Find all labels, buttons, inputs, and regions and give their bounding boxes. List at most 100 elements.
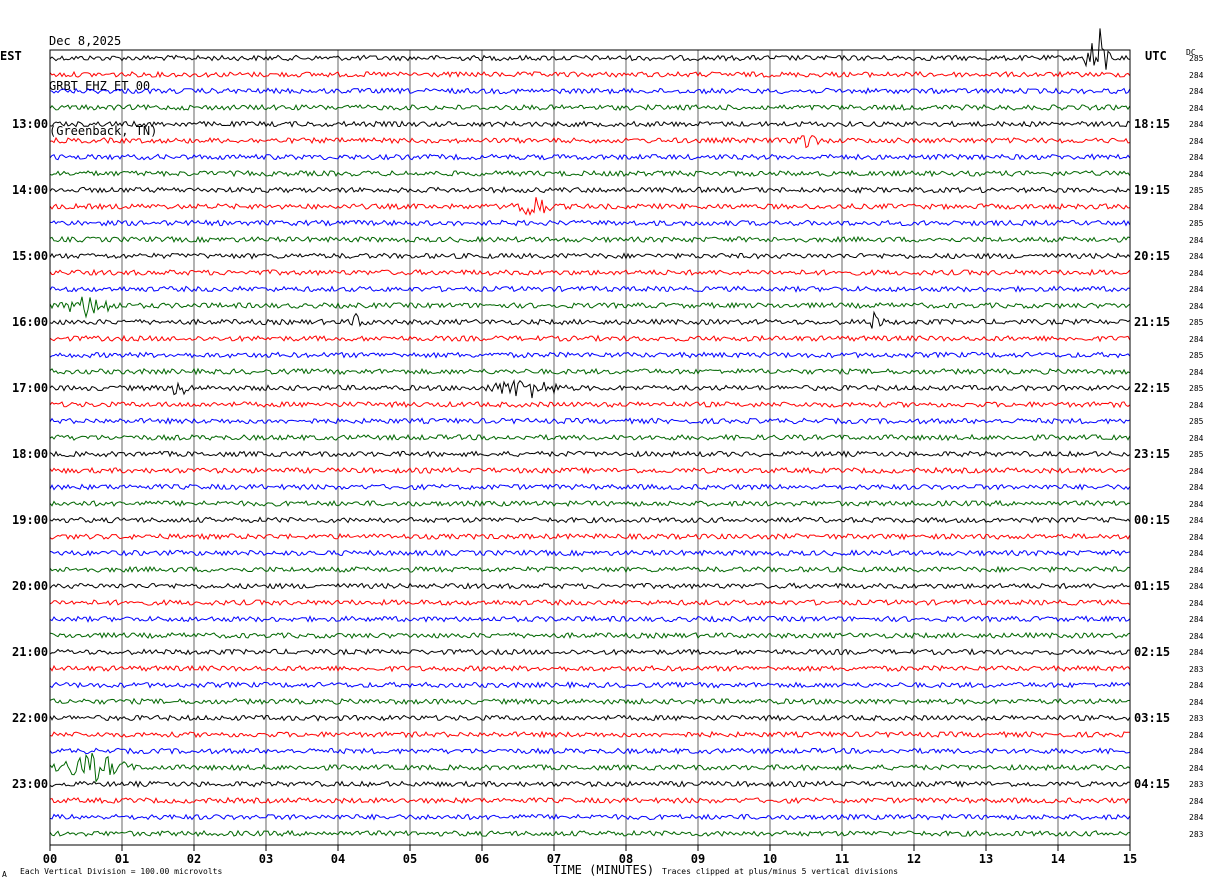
x-tick-label: 07 xyxy=(546,852,562,866)
trace-line xyxy=(49,235,1131,244)
right-hour-label: 22:15 xyxy=(1134,381,1171,395)
dc-value: 285 xyxy=(1189,219,1204,228)
trace-line xyxy=(49,697,1131,706)
left-hour-label: 21:00 xyxy=(12,645,49,659)
dc-value: 284 xyxy=(1189,565,1204,575)
x-tick-label: 13 xyxy=(978,852,994,866)
dc-value: 284 xyxy=(1189,532,1204,542)
trace-line xyxy=(49,499,1131,508)
dc-value: 284 xyxy=(1189,582,1204,591)
dc-value: 284 xyxy=(1189,367,1204,377)
x-tick-label: 05 xyxy=(402,852,418,866)
dc-value: 285 xyxy=(1189,450,1204,459)
dc-value: 284 xyxy=(1189,516,1204,525)
dc-value: 284 xyxy=(1189,235,1204,245)
left-hour-label: 18:00 xyxy=(12,447,49,461)
trace-line xyxy=(49,103,1131,112)
dc-value: 284 xyxy=(1189,153,1204,162)
trace-line xyxy=(49,664,1131,673)
trace-line xyxy=(49,631,1131,640)
trace-line xyxy=(49,186,1131,194)
x-tick-label: 03 xyxy=(258,852,274,866)
trace-line xyxy=(49,433,1131,442)
x-tick-label: 12 xyxy=(906,852,922,866)
dc-value: 284 xyxy=(1189,285,1204,294)
trace-line xyxy=(49,169,1131,178)
x-tick-label: 08 xyxy=(618,852,634,866)
trace-line xyxy=(49,466,1131,475)
right-hour-label: 23:15 xyxy=(1134,447,1171,461)
left-hour-label: 22:00 xyxy=(12,711,49,725)
trace-line xyxy=(49,197,1131,217)
header-location: (Greenback, TN) xyxy=(49,124,158,138)
x-tick-label: 11 xyxy=(834,852,850,866)
right-timezone-label: UTC xyxy=(1145,49,1167,63)
trace-line xyxy=(49,714,1131,722)
x-tick-label: 04 xyxy=(330,852,346,866)
right-hour-label: 21:15 xyxy=(1134,315,1171,329)
trace-line xyxy=(49,648,1131,656)
trace-line xyxy=(49,752,1131,784)
trace-line xyxy=(49,615,1131,623)
dc-value: 284 xyxy=(1189,87,1204,96)
trace-line xyxy=(49,780,1131,788)
dc-value: 284 xyxy=(1189,796,1204,806)
right-hour-label: 01:15 xyxy=(1134,579,1171,593)
dc-value: 285 xyxy=(1189,384,1204,393)
left-hour-label: 17:00 xyxy=(12,381,49,395)
dc-value: 284 xyxy=(1189,483,1204,492)
x-tick-label: 10 xyxy=(762,852,778,866)
right-hour-label: 04:15 xyxy=(1134,777,1171,791)
dc-value: 284 xyxy=(1189,120,1204,129)
dc-value: 284 xyxy=(1189,813,1204,822)
dc-value: 283 xyxy=(1189,664,1204,674)
trace-line xyxy=(49,87,1131,95)
dc-value: 284 xyxy=(1189,598,1204,608)
x-tick-label: 09 xyxy=(690,852,706,866)
trace-line xyxy=(49,747,1131,755)
right-hour-label: 02:15 xyxy=(1134,645,1171,659)
dc-value: 284 xyxy=(1189,681,1204,690)
trace-line xyxy=(49,516,1131,524)
dc-header-label: DC xyxy=(1186,48,1196,57)
dc-value: 285 xyxy=(1189,186,1204,195)
left-hour-label: 19:00 xyxy=(12,513,49,527)
trace-line xyxy=(49,400,1131,409)
x-axis-title: TIME (MINUTES) xyxy=(553,863,655,877)
header-date: Dec 8,2025 xyxy=(49,34,122,48)
trace-line xyxy=(49,367,1131,376)
trace-line xyxy=(49,285,1131,293)
dc-value: 284 xyxy=(1189,648,1204,657)
dc-value: 283 xyxy=(1189,780,1204,789)
dc-value: 284 xyxy=(1189,499,1204,509)
trace-line xyxy=(49,565,1131,574)
trace-line xyxy=(49,829,1131,838)
trace-line xyxy=(49,120,1131,128)
trace-line xyxy=(49,417,1131,425)
x-tick-label: 01 xyxy=(114,852,130,866)
dc-value: 284 xyxy=(1189,252,1204,261)
right-hour-label: 18:15 xyxy=(1134,117,1171,131)
trace-line xyxy=(49,483,1131,491)
trace-line xyxy=(49,252,1131,260)
trace-line xyxy=(49,334,1131,343)
x-tick-label: 06 xyxy=(474,852,490,866)
right-hour-label: 20:15 xyxy=(1134,249,1171,263)
trace-line xyxy=(49,28,1131,70)
trace-line xyxy=(49,219,1131,227)
dc-value: 284 xyxy=(1189,730,1204,740)
dc-value: 284 xyxy=(1189,268,1204,278)
trace-line xyxy=(49,378,1131,399)
dc-value: 284 xyxy=(1189,169,1204,179)
x-tick-label: 00 xyxy=(42,852,58,866)
seismic-traces xyxy=(49,28,1131,838)
trace-line xyxy=(49,70,1131,79)
dc-value: 284 xyxy=(1189,615,1204,624)
trace-line xyxy=(49,351,1131,359)
trace-line xyxy=(49,135,1131,149)
x-tick-label: 15 xyxy=(1122,852,1138,866)
dc-value: 283 xyxy=(1189,714,1204,723)
left-hour-label: 13:00 xyxy=(12,117,49,131)
dc-value: 284 xyxy=(1189,301,1204,311)
